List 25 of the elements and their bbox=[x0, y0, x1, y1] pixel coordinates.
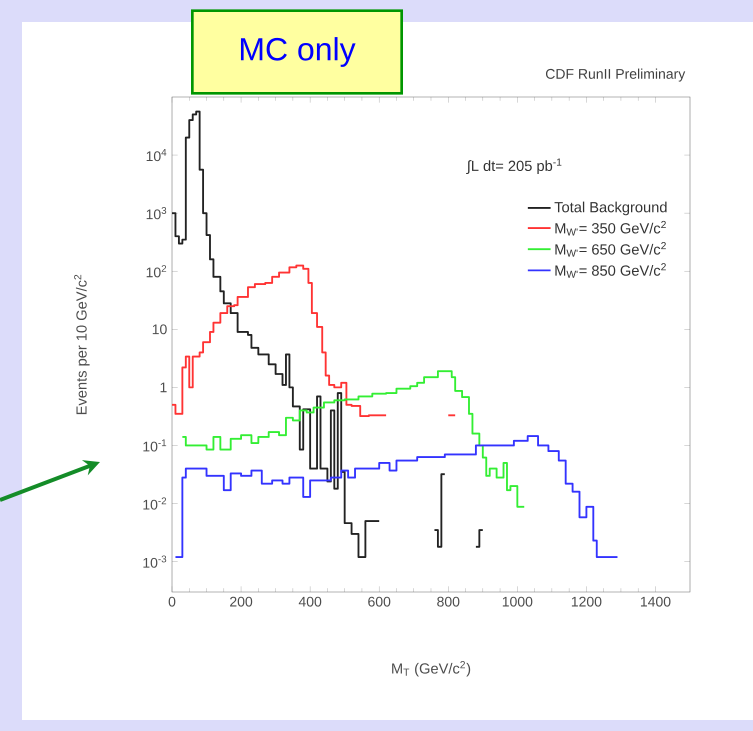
y-tick-label: 10$^{2}$ bbox=[146, 265, 166, 278]
annotation: ∫L dt= 205 pb$^{-1}$ bbox=[466, 158, 562, 174]
y-axis-title: Events per 10 GeV/c$^{2}$ bbox=[74, 274, 90, 414]
legend-label: Total Background bbox=[554, 202, 667, 216]
x-tick-label: 800 bbox=[437, 596, 460, 607]
legend-label: M$_{W'}$= 850 GeV/c$^{2}$ bbox=[555, 263, 666, 278]
x-tick-label: 1400 bbox=[640, 596, 670, 607]
y-tick-label: 10 bbox=[152, 324, 167, 334]
y-tick-label: 10$^{-1}$ bbox=[143, 439, 166, 452]
x-tick-label: 400 bbox=[298, 596, 322, 607]
chart-title: CDF RunII Preliminary bbox=[546, 68, 686, 82]
y-tick-label: 10$^{-2}$ bbox=[143, 497, 166, 510]
y-tick-label: 1 bbox=[160, 382, 167, 392]
y-tick-label: 10$^{4}$ bbox=[146, 148, 166, 162]
x-tick-label: 600 bbox=[368, 596, 390, 607]
legend-label: M$_{W'}$= 350 GeV/c$^{2}$ bbox=[555, 220, 666, 236]
text: MC only bbox=[240, 37, 356, 67]
x-axis-title: M$_{T}$ (GeV/c$^{2}$) bbox=[392, 661, 470, 677]
legend-label: M$_{W'}$= 650 GeV/c$^{2}$ bbox=[555, 242, 666, 257]
x-tick-label: 1200 bbox=[572, 596, 602, 607]
y-tick-label: 10$^{-3}$ bbox=[143, 555, 166, 568]
y-tick-label: 10$^{3}$ bbox=[146, 207, 166, 220]
x-tick-label: 0 bbox=[168, 596, 176, 607]
x-tick-label: 1000 bbox=[502, 596, 532, 607]
x-tick-label: 200 bbox=[230, 596, 252, 607]
